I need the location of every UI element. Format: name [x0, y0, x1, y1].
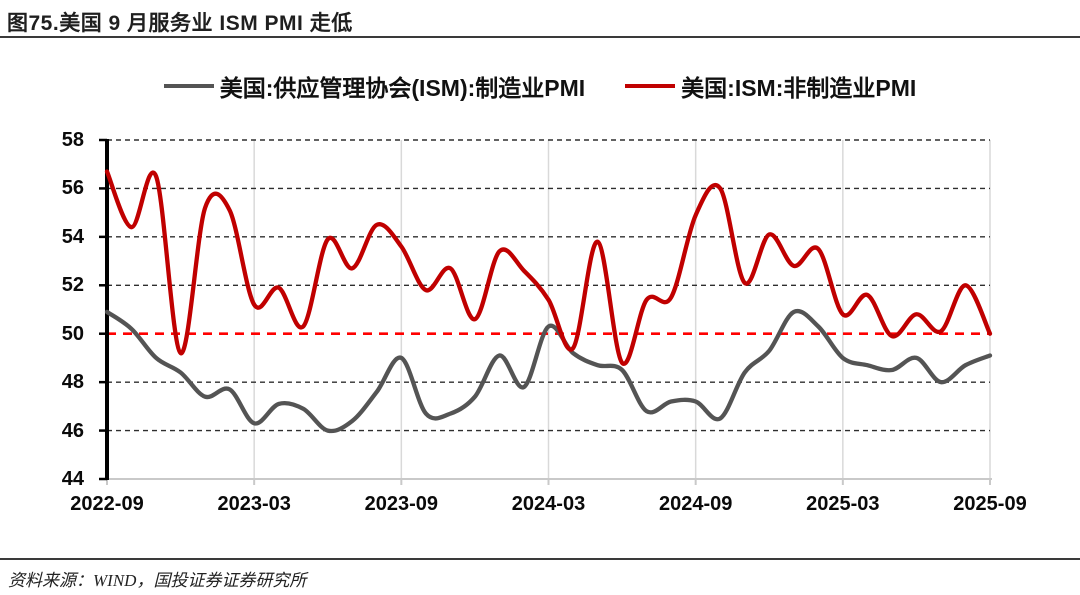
- legend-label-services: 美国:ISM:非制造业PMI: [681, 75, 917, 101]
- x-axis-label: 2023-03: [217, 493, 291, 515]
- x-axis-label: 2024-09: [658, 493, 733, 515]
- legend-line-icon-services: [625, 84, 676, 88]
- series-line-manufacturing: [104, 308, 993, 434]
- y-axis-label: 44: [61, 468, 84, 490]
- source-divider: [0, 558, 1080, 560]
- y-axis-label: 54: [61, 225, 84, 248]
- source-note: 资料来源：WIND，国投证券证券研究所: [8, 571, 307, 590]
- y-axis-label: 46: [61, 419, 84, 442]
- y-axis-label: 52: [61, 274, 84, 297]
- legend-item-services: 美国:ISM:非制造业PMI: [625, 69, 916, 103]
- x-axis-label: 2024-03: [511, 493, 586, 515]
- title-divider: [0, 36, 1080, 38]
- y-axis-label: 48: [61, 371, 84, 394]
- chart-canvas: [99, 138, 993, 485]
- x-axis-label: 2025-03: [806, 493, 880, 515]
- x-axis-label: 2025-09: [953, 493, 1027, 515]
- x-axis-label: 2022-09: [70, 493, 144, 515]
- y-axis-label: 50: [61, 322, 84, 345]
- chart-legend: 美国:供应管理协会(ISM):制造业PMI 美国:ISM:非制造业PMI: [0, 66, 1080, 106]
- x-axis-label: 2023-09: [364, 493, 439, 515]
- legend-item-manufacturing: 美国:供应管理协会(ISM):制造业PMI: [163, 69, 586, 103]
- y-axis-label: 56: [61, 177, 84, 200]
- legend-line-icon-manufacturing: [163, 84, 214, 88]
- legend-label-manufacturing: 美国:供应管理协会(ISM):制造业PMI: [219, 75, 586, 101]
- pmi-line-chart: 44 46 48 50 52 54 56 58 2022-09 2023-03 2023-09 20…: [61, 129, 1027, 515]
- series-line-services: [104, 169, 993, 366]
- y-axis-label: 58: [61, 129, 84, 151]
- page-title: 图75.美国 9 月服务业 ISM PMI 走低: [7, 12, 353, 35]
